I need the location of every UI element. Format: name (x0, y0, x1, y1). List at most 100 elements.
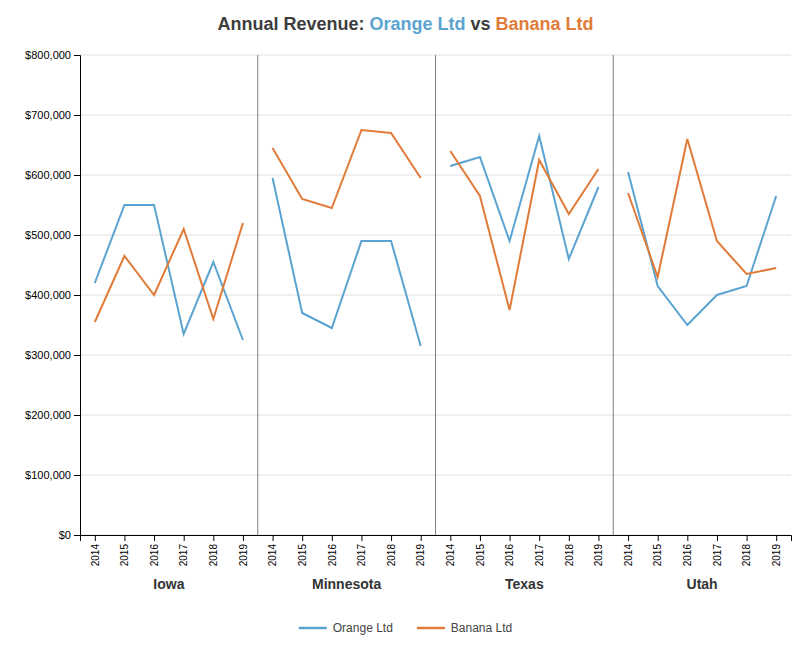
tick-mark (74, 475, 80, 476)
tick: 2019 (771, 535, 782, 566)
tick-mark (95, 535, 96, 541)
x-axis: 2014 2015 2016 2017 2018 2019 2014 2015 2016 2017… (81, 535, 792, 566)
tick: 2018 (386, 535, 397, 566)
tick-mark (421, 535, 422, 541)
series-line (450, 151, 598, 310)
tick-mark (510, 535, 511, 541)
region-labels: IowaMinnesotaTexasUtah (153, 576, 717, 592)
tick-mark (598, 535, 599, 541)
tick-label: 2016 (149, 544, 160, 567)
tick: 2019 (415, 535, 426, 566)
tick-label: $800,000 (25, 49, 71, 61)
tick-label: $500,000 (25, 229, 71, 241)
tick-mark (687, 535, 688, 541)
tick-label: 2017 (178, 544, 189, 567)
legend-label: Orange Ltd (333, 621, 393, 635)
tick: 2014 (267, 535, 278, 566)
tick-label: 2014 (90, 544, 101, 567)
legend-swatch (417, 627, 445, 630)
tick-label: 2018 (208, 544, 219, 567)
series-line (450, 136, 598, 259)
y-axis: $0$100,000$200,000$300,000$400,000$500,0… (25, 49, 80, 541)
tick: $700,000 (25, 109, 80, 121)
tick-label: 2015 (119, 544, 130, 567)
tick-mark (74, 235, 80, 236)
region-label: Texas (505, 576, 544, 592)
tick: 2014 (623, 535, 634, 566)
tick-mark (213, 535, 214, 541)
tick-label: $600,000 (25, 169, 71, 181)
tick-mark (302, 535, 303, 541)
tick: $600,000 (25, 169, 80, 181)
tick-label: 2014 (445, 544, 456, 567)
tick-label: $700,000 (25, 109, 71, 121)
tick-mark (74, 415, 80, 416)
tick: 2015 (297, 535, 308, 566)
tick-mark (74, 355, 80, 356)
grid (80, 55, 791, 535)
tick-label: 2018 (564, 544, 575, 567)
tick: 2017 (712, 535, 723, 566)
tick-mark (124, 535, 125, 541)
tick-mark (154, 535, 155, 541)
tick-mark (539, 535, 540, 541)
tick: $200,000 (25, 409, 80, 421)
tick: $800,000 (25, 49, 80, 61)
tick: $100,000 (25, 469, 80, 481)
tick-mark (776, 535, 777, 541)
series-line (628, 172, 776, 325)
tick-mark (74, 295, 80, 296)
tick: 2017 (356, 535, 367, 566)
tick-label: $200,000 (25, 409, 71, 421)
series-line (95, 223, 243, 322)
divider (435, 55, 436, 535)
tick-mark (74, 535, 80, 536)
tick: 2015 (652, 535, 663, 566)
tick-mark (658, 535, 659, 541)
title-part: Orange Ltd (369, 14, 465, 34)
tick-label: 2017 (712, 544, 723, 567)
tick-label: 2019 (238, 544, 249, 567)
tick-mark (74, 175, 80, 176)
tick-label: $0 (59, 529, 71, 541)
title-part: Banana Ltd (496, 14, 594, 34)
tick-label: 2019 (415, 544, 426, 567)
tick: 2017 (534, 535, 545, 566)
tick: 2016 (504, 535, 515, 566)
tick-label: 2015 (652, 544, 663, 567)
tick-label: 2015 (475, 544, 486, 567)
tick-mark (74, 115, 80, 116)
divider (257, 55, 258, 535)
chart: $0$100,000$200,000$300,000$400,000$500,0… (0, 0, 811, 650)
legend-item: Banana Ltd (417, 621, 512, 635)
dividers (258, 55, 614, 535)
tick: 2016 (682, 535, 693, 566)
tick: 2014 (90, 535, 101, 566)
legend-label: Banana Ltd (451, 621, 512, 635)
series-line (273, 130, 421, 208)
title-part: vs (466, 14, 496, 34)
tick: $0 (59, 529, 80, 541)
title-part: Annual Revenue: (217, 14, 369, 34)
tick-mark (361, 535, 362, 541)
tick: 2015 (119, 535, 130, 566)
tick: 2016 (149, 535, 160, 566)
tick-label: 2018 (741, 544, 752, 567)
tick-label: $400,000 (25, 289, 71, 301)
tick-mark (747, 535, 748, 541)
tick-label: 2016 (682, 544, 693, 567)
lines (95, 130, 776, 346)
axis-line (74, 56, 81, 536)
tick: 2014 (445, 535, 456, 566)
tick: $400,000 (25, 289, 80, 301)
series-line (628, 139, 776, 277)
tick-label: 2019 (593, 544, 604, 567)
tick-mark (74, 55, 80, 56)
tick-label: 2016 (504, 544, 515, 567)
tick-mark (717, 535, 718, 541)
tick-label: 2014 (623, 544, 634, 567)
legend: Orange Ltd Banana Ltd (299, 621, 512, 635)
tick-label: $100,000 (25, 469, 71, 481)
axis-line (81, 536, 792, 542)
region-label: Iowa (153, 576, 184, 592)
